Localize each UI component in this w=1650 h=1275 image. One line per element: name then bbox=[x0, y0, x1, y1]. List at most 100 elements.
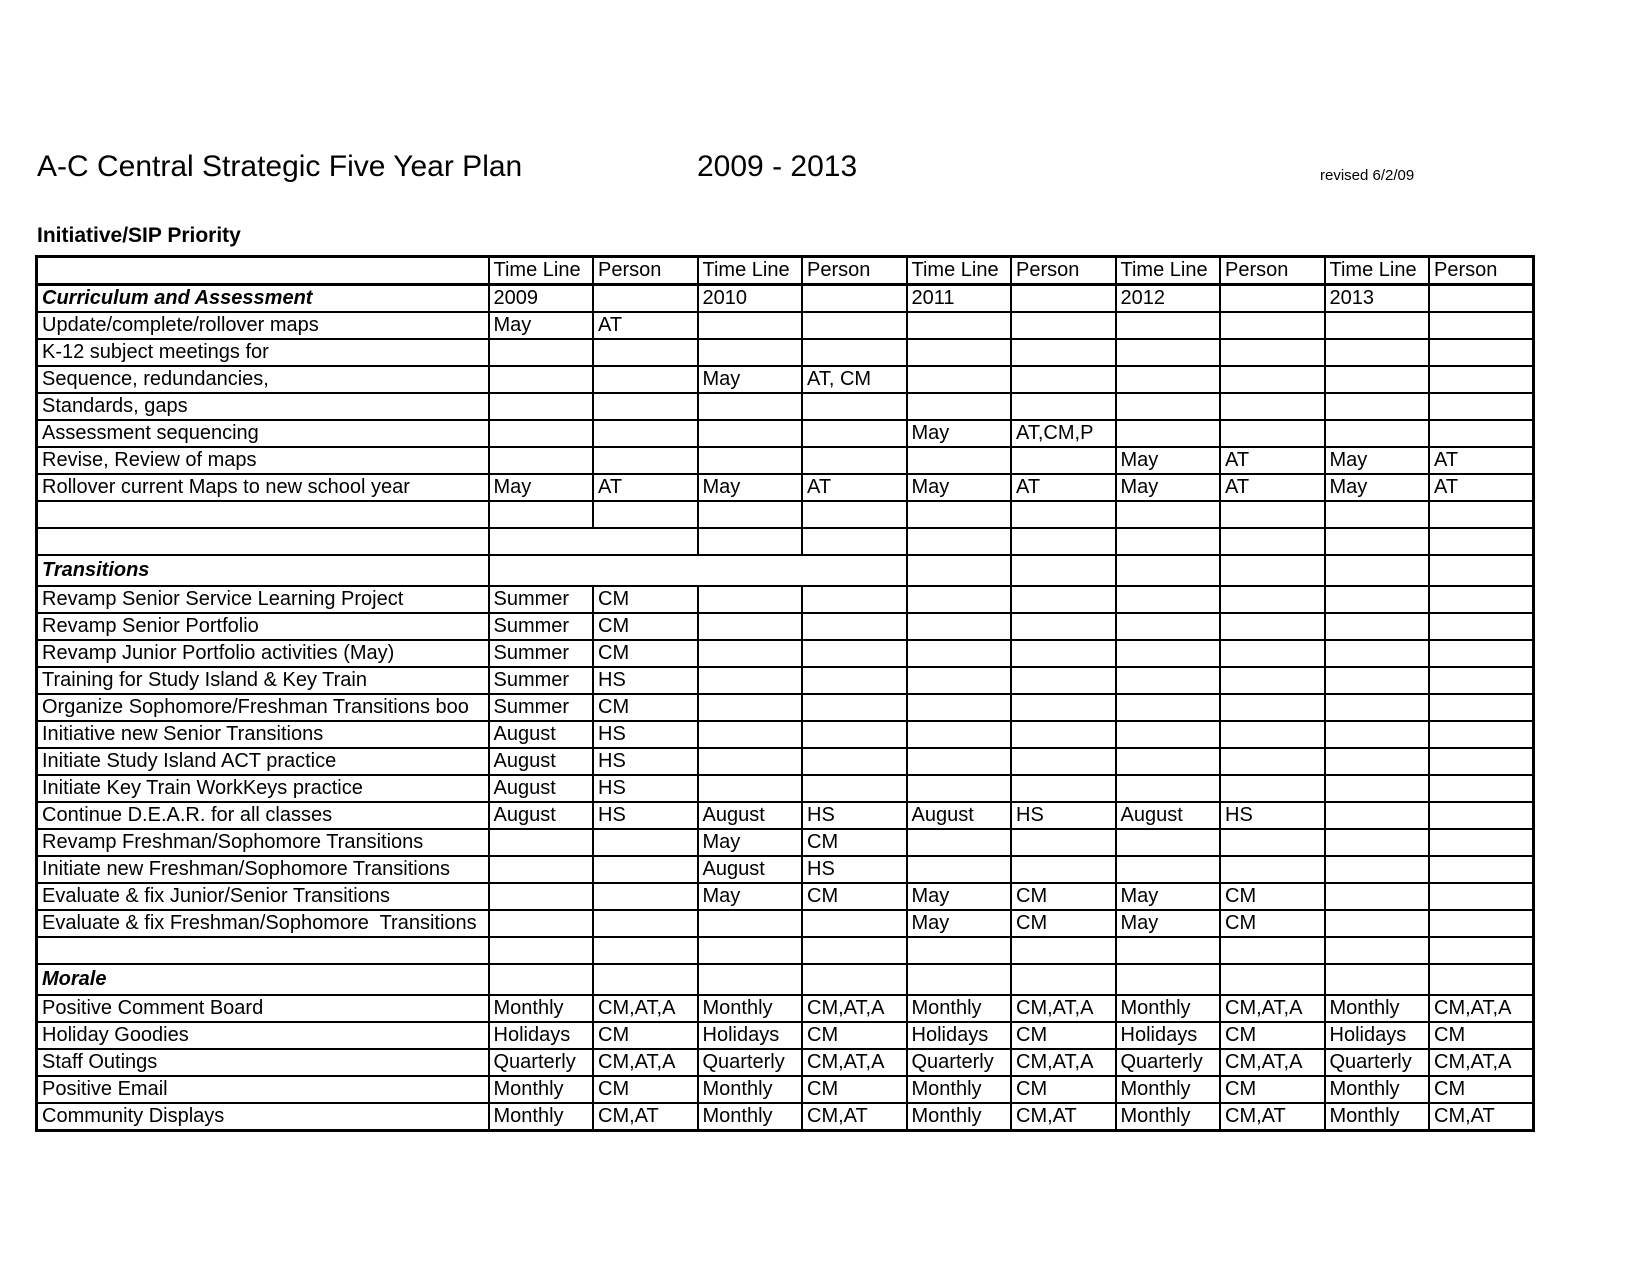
person-cell: HS bbox=[1010, 801, 1117, 830]
timeline-cell bbox=[905, 446, 1012, 475]
timeline-cell bbox=[1114, 747, 1221, 776]
timeline-cell: Summer bbox=[487, 612, 594, 641]
timeline-cell bbox=[905, 855, 1012, 884]
section-row: Transitions bbox=[35, 554, 1535, 587]
person-cell bbox=[801, 338, 908, 367]
person-cell bbox=[801, 283, 908, 313]
timeline-cell bbox=[487, 855, 594, 884]
section-row: Curriculum and Assessment 2009 2010 2011 201… bbox=[35, 283, 1535, 313]
timeline-cell bbox=[696, 720, 803, 749]
year-cell: 2010 bbox=[696, 283, 803, 313]
timeline-cell bbox=[905, 311, 1012, 340]
person-cell bbox=[801, 639, 908, 668]
person-cell: CM bbox=[1428, 1075, 1535, 1104]
timeline-cell: August bbox=[1114, 801, 1221, 830]
timeline-cell: May bbox=[696, 828, 803, 857]
person-cell bbox=[1219, 747, 1326, 776]
person-cell: CM bbox=[1219, 882, 1326, 911]
table-row: Positive Comment Board Monthly CM,AT,A Mont… bbox=[35, 994, 1535, 1023]
person-cell bbox=[1428, 855, 1535, 884]
timeline-cell: Monthly bbox=[487, 1102, 594, 1132]
person-cell: CM bbox=[1010, 882, 1117, 911]
timeline-cell bbox=[905, 963, 1012, 996]
person-cell bbox=[592, 963, 699, 996]
person-cell: CM bbox=[1010, 909, 1117, 938]
person-cell: CM bbox=[801, 1021, 908, 1050]
timeline-cell: August bbox=[696, 855, 803, 884]
timeline-cell bbox=[487, 500, 594, 529]
person-cell bbox=[592, 446, 699, 475]
year-cell: 2011 bbox=[905, 283, 1012, 313]
initiative-label: Update/complete/rollover maps bbox=[35, 311, 490, 340]
person-cell: CM,AT,A bbox=[1010, 994, 1117, 1023]
person-cell bbox=[801, 693, 908, 722]
person-cell: HS bbox=[592, 774, 699, 803]
person-cell bbox=[592, 855, 699, 884]
timeline-cell bbox=[905, 828, 1012, 857]
timeline-cell: May bbox=[1323, 446, 1430, 475]
timeline-cell bbox=[696, 419, 803, 448]
person-cell bbox=[801, 720, 908, 749]
timeline-cell: Monthly bbox=[905, 994, 1012, 1023]
initiative-label: Positive Email bbox=[35, 1075, 490, 1104]
timeline-cell: August bbox=[487, 720, 594, 749]
section-row: Morale bbox=[35, 963, 1535, 996]
person-cell bbox=[1428, 311, 1535, 340]
initiative-label: Revamp Senior Portfolio bbox=[35, 612, 490, 641]
person-cell bbox=[1010, 963, 1117, 996]
initiative-label: Standards, gaps bbox=[35, 392, 490, 421]
person-cell bbox=[1219, 693, 1326, 722]
person-cell bbox=[801, 747, 908, 776]
initiative-label: Organize Sophomore/Freshman Transitions … bbox=[35, 693, 490, 722]
person-cell: AT bbox=[1219, 446, 1326, 475]
timeline-cell: Quarterly bbox=[905, 1048, 1012, 1077]
initiative-label: Initiate new Freshman/Sophomore Transiti… bbox=[35, 855, 490, 884]
timeline-cell: Holidays bbox=[905, 1021, 1012, 1050]
person-header: Person bbox=[1010, 255, 1117, 286]
person-cell: CM,AT bbox=[1010, 1102, 1117, 1132]
table-row: Evaluate & fix Junior/Senior Transitions… bbox=[35, 882, 1535, 911]
person-cell bbox=[1428, 527, 1535, 556]
table-row bbox=[35, 527, 1535, 556]
timeline-cell bbox=[1323, 612, 1430, 641]
person-cell bbox=[1219, 311, 1326, 340]
timeline-cell: Quarterly bbox=[696, 1048, 803, 1077]
person-cell: CM,AT,A bbox=[592, 994, 699, 1023]
person-cell bbox=[1428, 801, 1535, 830]
table-row: Revamp Junior Portfolio activities (May)… bbox=[35, 639, 1535, 668]
person-cell: CM bbox=[1428, 1021, 1535, 1050]
table-row bbox=[35, 936, 1535, 965]
timeline-cell: Summer bbox=[487, 639, 594, 668]
timeline-cell bbox=[1114, 500, 1221, 529]
timeline-cell bbox=[905, 774, 1012, 803]
person-cell: CM,AT,A bbox=[592, 1048, 699, 1077]
person-cell bbox=[1010, 747, 1117, 776]
person-cell bbox=[1428, 500, 1535, 529]
table-row: Revamp Senior Service Learning Project Su… bbox=[35, 585, 1535, 614]
section-heading-cell: Curriculum and Assessment bbox=[35, 283, 490, 313]
timeline-cell: May bbox=[1323, 473, 1430, 502]
timeline-cell bbox=[487, 419, 594, 448]
timeline-cell bbox=[1114, 554, 1221, 587]
timeline-cell: Monthly bbox=[1323, 994, 1430, 1023]
person-cell bbox=[1428, 283, 1535, 313]
person-cell: CM,AT,A bbox=[1010, 1048, 1117, 1077]
timeline-cell bbox=[696, 500, 803, 529]
person-cell bbox=[1428, 666, 1535, 695]
person-cell: CM bbox=[1219, 1075, 1326, 1104]
initiative-label: Community Displays bbox=[35, 1102, 490, 1132]
person-cell bbox=[1219, 774, 1326, 803]
person-cell bbox=[1219, 585, 1326, 614]
timeline-cell bbox=[487, 828, 594, 857]
person-cell bbox=[801, 612, 908, 641]
person-cell bbox=[1010, 720, 1117, 749]
timeline-cell bbox=[1323, 311, 1430, 340]
person-cell bbox=[1428, 554, 1535, 587]
table-row: Update/complete/rollover maps May AT bbox=[35, 311, 1535, 340]
person-cell bbox=[592, 882, 699, 911]
person-cell bbox=[1428, 365, 1535, 394]
timeline-cell bbox=[1323, 936, 1430, 965]
timeline-cell bbox=[905, 747, 1012, 776]
person-cell bbox=[1428, 882, 1535, 911]
person-cell bbox=[1010, 666, 1117, 695]
